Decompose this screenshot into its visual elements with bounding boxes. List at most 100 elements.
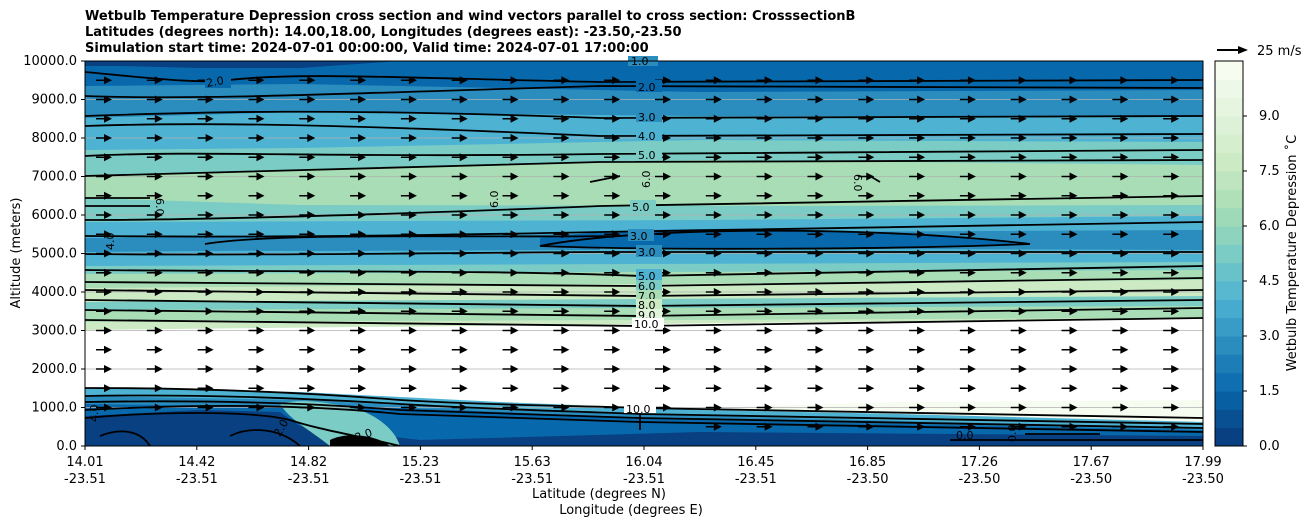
wind-arrow bbox=[146, 307, 163, 316]
wind-arrow bbox=[451, 134, 468, 142]
wind-arrow bbox=[502, 403, 519, 412]
contour-lines bbox=[85, 71, 1203, 446]
wind-arrow bbox=[756, 114, 773, 123]
wind-arrow bbox=[451, 365, 468, 373]
wind-arrow bbox=[350, 384, 367, 393]
wind-arrow bbox=[1061, 345, 1078, 354]
wind-arrow bbox=[909, 153, 926, 162]
y-tick-label: 5000.0 bbox=[32, 247, 78, 262]
wind-arrow bbox=[604, 288, 621, 296]
wind-arrow bbox=[909, 191, 926, 200]
contour-label: 5.0 bbox=[638, 149, 656, 162]
wind-arrow bbox=[299, 384, 316, 393]
wind-arrow bbox=[807, 422, 824, 431]
wind-arrow bbox=[96, 191, 112, 200]
contour-label-group: 1.0 2.0 2.0 3.0 4.0 5.0 6.0 6.0 6.0 6.0 … bbox=[88, 55, 1019, 444]
quiver-key-label: 25 m/s bbox=[1257, 44, 1302, 59]
wind-arrow bbox=[1112, 384, 1129, 393]
wind-arrow bbox=[1163, 403, 1180, 412]
contour-label: 5.0 bbox=[638, 270, 656, 283]
wind-arrow bbox=[96, 326, 112, 335]
wind-arrow bbox=[553, 172, 570, 181]
wind-arrow bbox=[756, 249, 773, 258]
chart-title-line-2: Latitudes (degrees north): 14.00,18.00, … bbox=[85, 25, 682, 40]
wind-arrow bbox=[1163, 76, 1180, 85]
wind-arrow bbox=[146, 95, 163, 104]
wind-arrow bbox=[909, 134, 926, 142]
wind-arrow bbox=[146, 230, 163, 239]
wind-arrow bbox=[146, 326, 163, 335]
wind-arrow bbox=[604, 268, 621, 277]
wind-arrow bbox=[858, 268, 875, 277]
wind-arrow bbox=[146, 384, 163, 393]
wind-arrow bbox=[553, 384, 570, 393]
colorbar-tick-label: 1.5 bbox=[1259, 384, 1280, 399]
wind-arrow bbox=[1163, 95, 1180, 104]
wind-arrow bbox=[909, 268, 926, 277]
y-tick-label: 4000.0 bbox=[32, 285, 78, 300]
wind-arrow bbox=[1163, 365, 1180, 373]
chart-title-line-3: Simulation start time: 2024-07-01 00:00:… bbox=[85, 41, 649, 56]
wind-arrow bbox=[451, 230, 468, 239]
wind-arrow bbox=[705, 95, 722, 104]
wind-arrow bbox=[959, 76, 976, 85]
colorbar-segment bbox=[1215, 61, 1243, 80]
wind-arrow bbox=[1010, 134, 1027, 142]
wind-arrow bbox=[1112, 345, 1129, 354]
wind-arrow bbox=[299, 326, 316, 335]
wind-arrow bbox=[1061, 307, 1078, 316]
x-tick-label-lat: 15.63 bbox=[514, 455, 551, 470]
wind-arrow bbox=[858, 307, 875, 316]
wind-arrow bbox=[400, 249, 417, 258]
wind-arrow bbox=[553, 114, 570, 123]
wind-arrow bbox=[146, 268, 163, 277]
wind-arrow bbox=[756, 403, 773, 412]
wind-arrow bbox=[1010, 230, 1027, 239]
wind-arrow bbox=[146, 365, 163, 373]
wind-arrow bbox=[1061, 134, 1078, 142]
wind-arrow bbox=[1061, 211, 1078, 219]
wind-arrow bbox=[756, 288, 773, 296]
chart-title-line-1: Wetbulb Temperature Depression cross sec… bbox=[85, 9, 856, 24]
wind-arrow bbox=[248, 345, 265, 354]
wind-arrow bbox=[1061, 326, 1078, 335]
wind-arrow bbox=[1010, 365, 1027, 373]
wind-arrow bbox=[959, 191, 976, 200]
colorbar-segment bbox=[1215, 226, 1243, 245]
wind-arrow bbox=[299, 268, 316, 277]
wind-arrow bbox=[756, 153, 773, 162]
wind-arrow bbox=[1112, 307, 1129, 316]
x-axis: 14.01 -23.51 14.42 -23.51 14.82 -23.51 15.23 -2… bbox=[64, 446, 1224, 487]
wind-arrow bbox=[197, 95, 214, 104]
wind-arrow bbox=[807, 211, 824, 219]
wind-arrow bbox=[197, 288, 214, 296]
wind-arrow bbox=[959, 230, 976, 239]
wind-arrow bbox=[96, 153, 112, 162]
wind-arrow bbox=[959, 422, 976, 431]
wind-arrow bbox=[807, 153, 824, 162]
colorbar-tick-label: 6.0 bbox=[1259, 219, 1280, 234]
wind-arrow bbox=[655, 326, 671, 335]
wind-arrow bbox=[248, 191, 265, 200]
wind-arrow bbox=[350, 268, 367, 277]
wind-arrow bbox=[451, 153, 468, 162]
wind-arrow bbox=[299, 307, 316, 316]
wind-arrow bbox=[1061, 268, 1078, 277]
wind-arrow bbox=[146, 172, 163, 181]
wind-arrow bbox=[655, 403, 671, 412]
wind-arrow bbox=[705, 268, 722, 277]
wind-arrow bbox=[1010, 307, 1027, 316]
wind-arrow bbox=[350, 211, 367, 219]
wind-arrow bbox=[604, 345, 621, 354]
wind-arrow bbox=[451, 384, 468, 393]
wind-arrow bbox=[1010, 114, 1027, 123]
wind-arrow bbox=[502, 288, 519, 296]
wind-arrow bbox=[1112, 172, 1129, 181]
wind-arrow bbox=[350, 191, 367, 200]
wind-arrow bbox=[553, 365, 570, 373]
colorbar-tick-label: 7.5 bbox=[1259, 164, 1280, 179]
wind-arrow bbox=[350, 153, 367, 162]
colorbar-segment bbox=[1215, 152, 1243, 172]
wind-arrow bbox=[807, 326, 824, 335]
wind-arrow bbox=[1061, 172, 1078, 181]
